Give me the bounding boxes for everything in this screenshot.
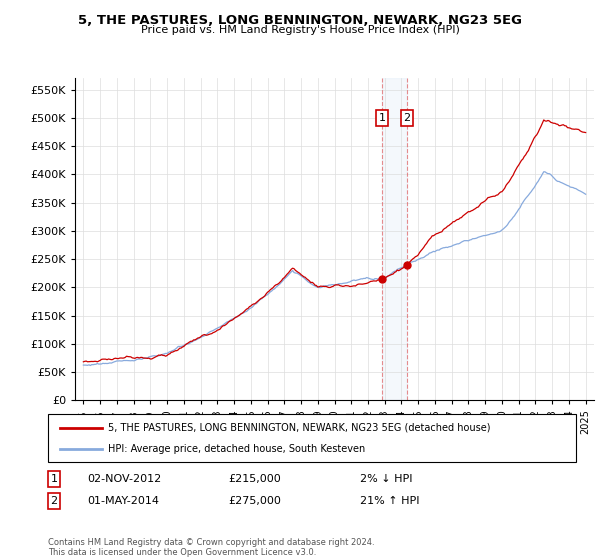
Text: £215,000: £215,000 bbox=[228, 474, 281, 484]
Text: 5, THE PASTURES, LONG BENNINGTON, NEWARK, NG23 5EG (detached house): 5, THE PASTURES, LONG BENNINGTON, NEWARK… bbox=[108, 423, 491, 433]
Text: 21% ↑ HPI: 21% ↑ HPI bbox=[360, 496, 419, 506]
Text: 2: 2 bbox=[50, 496, 58, 506]
Text: 1: 1 bbox=[379, 113, 386, 123]
Text: 02-NOV-2012: 02-NOV-2012 bbox=[87, 474, 161, 484]
Text: 01-MAY-2014: 01-MAY-2014 bbox=[87, 496, 159, 506]
Bar bbox=[382, 78, 407, 400]
Text: £275,000: £275,000 bbox=[228, 496, 281, 506]
Text: Contains HM Land Registry data © Crown copyright and database right 2024.
This d: Contains HM Land Registry data © Crown c… bbox=[48, 538, 374, 557]
Text: Price paid vs. HM Land Registry's House Price Index (HPI): Price paid vs. HM Land Registry's House … bbox=[140, 25, 460, 35]
Text: 2% ↓ HPI: 2% ↓ HPI bbox=[360, 474, 413, 484]
Text: HPI: Average price, detached house, South Kesteven: HPI: Average price, detached house, Sout… bbox=[108, 444, 365, 454]
Text: 1: 1 bbox=[50, 474, 58, 484]
Text: 5, THE PASTURES, LONG BENNINGTON, NEWARK, NG23 5EG: 5, THE PASTURES, LONG BENNINGTON, NEWARK… bbox=[78, 14, 522, 27]
Text: 2: 2 bbox=[403, 113, 410, 123]
